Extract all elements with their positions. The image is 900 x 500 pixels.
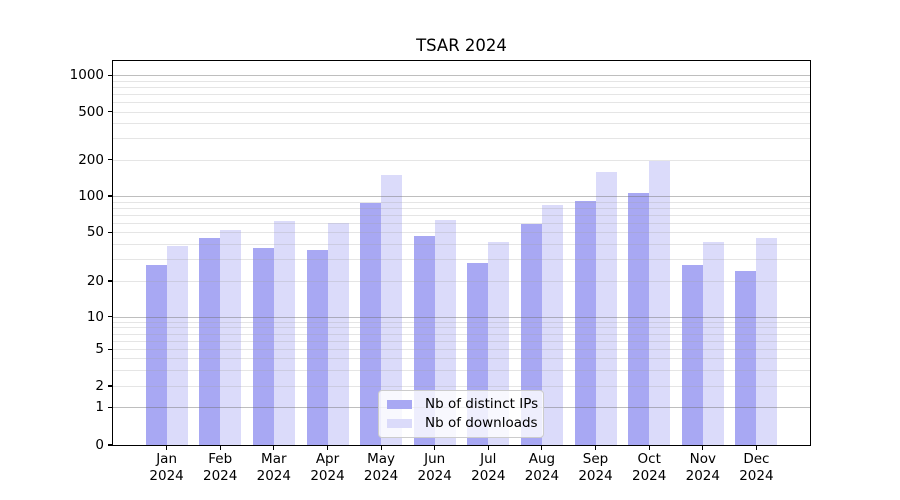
x-tick-label-aug: Aug 2024 (524, 451, 560, 484)
legend-label-distinct-ips: Nb of distinct IPs (425, 396, 539, 412)
bar-ips-nov (681, 265, 703, 445)
y-tick-label: 2 (95, 378, 104, 394)
legend-item-distinct-ips: Nb of distinct IPs (387, 397, 538, 412)
y-tick-label: 500 (78, 103, 104, 120)
x-tick-mark (594, 445, 597, 450)
bar-downloads-dec (756, 237, 778, 445)
y-tick-mark (107, 231, 113, 233)
legend: Nb of distinct IPs Nb of downloads (378, 390, 544, 438)
bar-downloads-aug (541, 204, 563, 445)
chart-title: TSAR 2024 (416, 36, 507, 55)
bar-ips-mar (252, 248, 274, 445)
bar-ips-dec (735, 271, 757, 445)
bar-ips-may (360, 203, 382, 445)
x-tick-mark (755, 445, 757, 450)
y-tick-mark (107, 280, 113, 282)
bar-downloads-apr (327, 222, 349, 445)
x-tick-label-feb: Feb 2024 (203, 451, 238, 484)
y-tick-label: 50 (86, 224, 104, 241)
x-tick-label-jun: Jun 2024 (417, 451, 452, 484)
x-tick-mark (434, 445, 436, 450)
bar-downloads-feb (220, 230, 242, 445)
y-tick-mark (107, 74, 113, 76)
bar-downloads-mar (273, 221, 295, 445)
y-tick-label: 0 (95, 437, 104, 453)
bar-downloads-sep (595, 172, 617, 445)
x-tick-mark (541, 445, 543, 450)
y-tick-label: 100 (78, 188, 104, 204)
y-tick-label: 10 (86, 308, 104, 325)
legend-label-downloads: Nb of downloads (425, 415, 538, 431)
y-tick-label: 5 (95, 341, 104, 358)
y-tick-mark (107, 316, 113, 318)
bar-ips-oct (628, 192, 650, 445)
x-tick-label-sep: Sep 2024 (578, 451, 613, 484)
y-tick-mark (107, 159, 113, 161)
x-tick-mark (702, 445, 704, 450)
x-tick-mark (166, 445, 168, 450)
y-tick-label: 200 (78, 151, 104, 168)
y-tick-mark (107, 195, 113, 197)
y-tick-label: 1 (95, 399, 104, 416)
x-tick-label-jan: Jan 2024 (149, 451, 184, 484)
legend-swatch-distinct-ips (387, 400, 412, 409)
y-tick-label: 1000 (69, 67, 104, 84)
x-tick-label-jul: Jul 2024 (471, 451, 506, 484)
bar-downloads-nov (702, 241, 724, 445)
legend-item-downloads: Nb of downloads (387, 416, 538, 431)
y-tick-mark (107, 406, 113, 408)
x-tick-label-may: May 2024 (363, 451, 399, 484)
bar-ips-feb (199, 237, 221, 445)
y-tick-label: 20 (86, 273, 104, 289)
y-tick-mark (107, 111, 113, 113)
bar-downloads-may (381, 174, 403, 445)
x-tick-label-dec: Dec 2024 (739, 451, 774, 484)
legend-swatch-downloads (387, 419, 412, 428)
y-tick-mark (107, 444, 113, 446)
bars-layer (113, 61, 810, 445)
x-tick-mark (380, 445, 382, 450)
y-tick-mark (107, 348, 113, 350)
x-tick-mark (648, 445, 650, 450)
bar-ips-aug (520, 223, 542, 445)
x-tick-label-oct: Oct 2024 (632, 451, 667, 484)
x-tick-label-apr: Apr 2024 (310, 451, 345, 484)
bar-ips-apr (306, 249, 328, 445)
x-tick-mark (219, 445, 221, 450)
x-tick-label-nov: Nov 2024 (685, 451, 720, 484)
bar-ips-sep (574, 200, 596, 445)
bar-downloads-oct (649, 160, 671, 445)
x-tick-mark (487, 445, 489, 450)
y-tick-mark (107, 385, 113, 387)
x-tick-mark (326, 445, 329, 450)
bar-downloads-jun (434, 220, 456, 445)
bar-ips-jan (145, 265, 167, 445)
x-tick-label-mar: Mar 2024 (256, 451, 291, 484)
x-tick-mark (273, 445, 275, 450)
bar-downloads-jan (166, 245, 188, 445)
